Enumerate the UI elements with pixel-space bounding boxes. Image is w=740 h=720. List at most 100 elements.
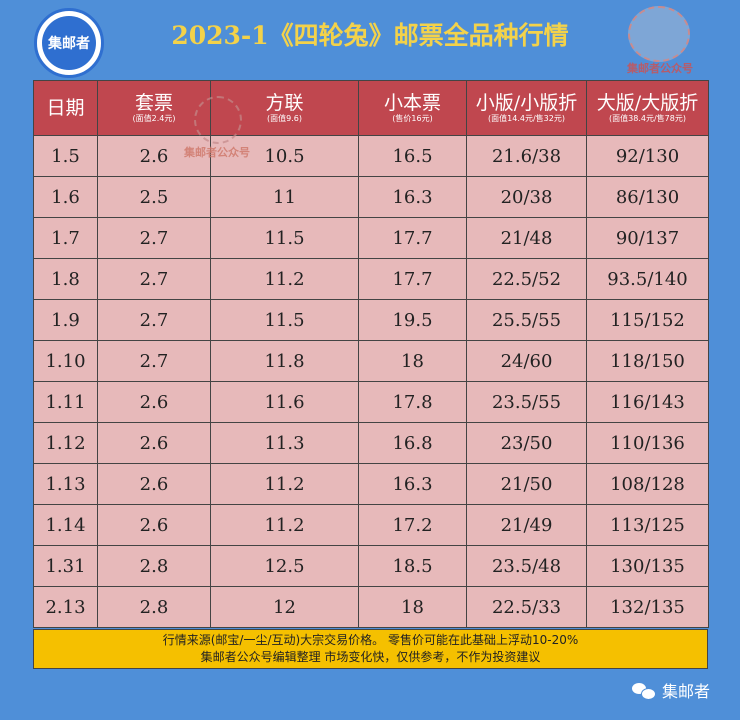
table-cell: 2.7 — [97, 340, 211, 382]
page-title: 2023-1《四轮兔》邮票全品种行情 — [171, 21, 569, 50]
column-header-label: 小本票 — [383, 92, 441, 114]
table-cell: 17.7 — [358, 217, 467, 259]
table-cell: 93.5/140 — [586, 258, 709, 300]
table-cell: 17.7 — [358, 258, 467, 300]
column-header: 套票 (面值2.4元) — [97, 80, 211, 136]
column-header: 小本票 (售价16元) — [358, 80, 467, 136]
table-cell: 2.13 — [33, 586, 98, 628]
table-cell: 1.13 — [33, 463, 98, 505]
column-header-subtitle: (面值2.4元) — [132, 114, 176, 123]
table-cell: 11.5 — [210, 217, 359, 259]
table-cell: 21/50 — [466, 463, 587, 505]
logo-right-text: 集邮者公众号 — [627, 62, 693, 75]
table-cell: 11.2 — [210, 463, 359, 505]
table-cell: 12.5 — [210, 545, 359, 587]
table-cell: 1.14 — [33, 504, 98, 546]
brand-badge: 集邮者 — [632, 678, 710, 702]
table-cell: 115/152 — [586, 299, 709, 341]
table-cell: 22.5/33 — [466, 586, 587, 628]
column-header-label: 大版/大版折 — [596, 92, 699, 114]
table-cell: 17.2 — [358, 504, 467, 546]
table-cell: 18 — [358, 586, 467, 628]
table-cell: 11.3 — [210, 422, 359, 464]
table-cell: 11.6 — [210, 381, 359, 423]
logo-left-text: 集邮者 — [42, 16, 96, 70]
table-cell: 2.6 — [97, 504, 211, 546]
table-cell: 20/38 — [466, 176, 587, 218]
table-cell: 86/130 — [586, 176, 709, 218]
table-cell: 2.8 — [97, 545, 211, 587]
table-row: 1.31 2.8 12.5 18.5 23.5/48 130/135 — [33, 545, 709, 587]
column-header-label: 日期 — [46, 97, 85, 119]
table-row: 1.12 2.6 11.3 16.8 23/50 110/136 — [33, 422, 709, 464]
column-header-subtitle: (面值9.6) — [267, 114, 302, 123]
table-row: 1.10 2.7 11.8 18 24/60 118/150 — [33, 340, 709, 382]
footer-line-2: 集邮者公众号编辑整理 市场变化快，仅供参考，不作为投资建议 — [200, 650, 541, 664]
table-row: 1.5 2.6 10.5 16.5 21.6/38 92/130 — [33, 135, 709, 177]
table-cell: 118/150 — [586, 340, 709, 382]
table-cell: 16.5 — [358, 135, 467, 177]
footer-line-1: 行情来源(邮宝/一尘/互动)大宗交易价格。 零售价可能在此基础上浮动10-20% — [162, 633, 579, 647]
table-cell: 2.6 — [97, 463, 211, 505]
table-cell: 1.8 — [33, 258, 98, 300]
column-header: 日期 — [33, 80, 98, 136]
column-header: 小版/小版折 (面值14.4元/售32元) — [466, 80, 587, 136]
table-row: 1.11 2.6 11.6 17.8 23.5/55 116/143 — [33, 381, 709, 423]
collector-logo-left: 集邮者 — [34, 8, 104, 78]
table-cell: 90/137 — [586, 217, 709, 259]
table-cell: 23.5/55 — [466, 381, 587, 423]
table-cell: 1.11 — [33, 381, 98, 423]
table-cell: 21/49 — [466, 504, 587, 546]
table-cell: 12 — [210, 586, 359, 628]
table-cell: 116/143 — [586, 381, 709, 423]
table-cell: 11 — [210, 176, 359, 218]
table-row: 1.7 2.7 11.5 17.7 21/48 90/137 — [33, 217, 709, 259]
table-row: 1.9 2.7 11.5 19.5 25.5/55 115/152 — [33, 299, 709, 341]
column-header-subtitle: (面值38.4元/售78元) — [609, 114, 686, 123]
table-cell: 11.5 — [210, 299, 359, 341]
table-cell: 2.6 — [97, 135, 211, 177]
column-header-label: 小版/小版折 — [475, 92, 578, 114]
table-cell: 2.7 — [97, 258, 211, 300]
column-header-subtitle: (售价16元) — [392, 114, 433, 123]
collector-logo-right: 集邮者公众号 — [616, 6, 704, 78]
table-cell: 16.3 — [358, 463, 467, 505]
wechat-icon — [632, 681, 656, 700]
table-cell: 2.5 — [97, 176, 211, 218]
price-table-container: 日期 套票 (面值2.4元) 方联 (面值9.6) 小本票 (售价16元) 小版/小版折 (面值… — [33, 80, 709, 628]
footer-note: 行情来源(邮宝/一尘/互动)大宗交易价格。 零售价可能在此基础上浮动10-20%… — [33, 629, 708, 669]
table-row: 1.14 2.6 11.2 17.2 21/49 113/125 — [33, 504, 709, 546]
table-cell: 1.5 — [33, 135, 98, 177]
table-cell: 19.5 — [358, 299, 467, 341]
table-cell: 18.5 — [358, 545, 467, 587]
table-cell: 17.8 — [358, 381, 467, 423]
table-cell: 16.8 — [358, 422, 467, 464]
table-cell: 11.2 — [210, 258, 359, 300]
table-row: 1.6 2.5 11 16.3 20/38 86/130 — [33, 176, 709, 218]
table-cell: 11.2 — [210, 504, 359, 546]
table-cell: 1.10 — [33, 340, 98, 382]
table-cell: 21.6/38 — [466, 135, 587, 177]
table-row: 1.13 2.6 11.2 16.3 21/50 108/128 — [33, 463, 709, 505]
table-cell: 2.8 — [97, 586, 211, 628]
table-cell: 1.31 — [33, 545, 98, 587]
table-cell: 2.7 — [97, 217, 211, 259]
table-cell: 108/128 — [586, 463, 709, 505]
brand-label: 集邮者 — [662, 682, 711, 701]
table-cell: 21/48 — [466, 217, 587, 259]
table-row: 2.13 2.8 12 18 22.5/33 132/135 — [33, 586, 709, 628]
table-cell: 18 — [358, 340, 467, 382]
table-cell: 1.7 — [33, 217, 98, 259]
table-cell: 110/136 — [586, 422, 709, 464]
column-header: 大版/大版折 (面值38.4元/售78元) — [586, 80, 709, 136]
column-header: 方联 (面值9.6) — [210, 80, 359, 136]
table-cell: 130/135 — [586, 545, 709, 587]
table-cell: 2.7 — [97, 299, 211, 341]
table-cell: 24/60 — [466, 340, 587, 382]
table-cell: 1.9 — [33, 299, 98, 341]
price-table: 日期 套票 (面值2.4元) 方联 (面值9.6) 小本票 (售价16元) 小版/小版折 (面值… — [33, 80, 709, 628]
table-cell: 23.5/48 — [466, 545, 587, 587]
table-cell: 92/130 — [586, 135, 709, 177]
table-cell: 2.6 — [97, 422, 211, 464]
table-cell: 11.8 — [210, 340, 359, 382]
